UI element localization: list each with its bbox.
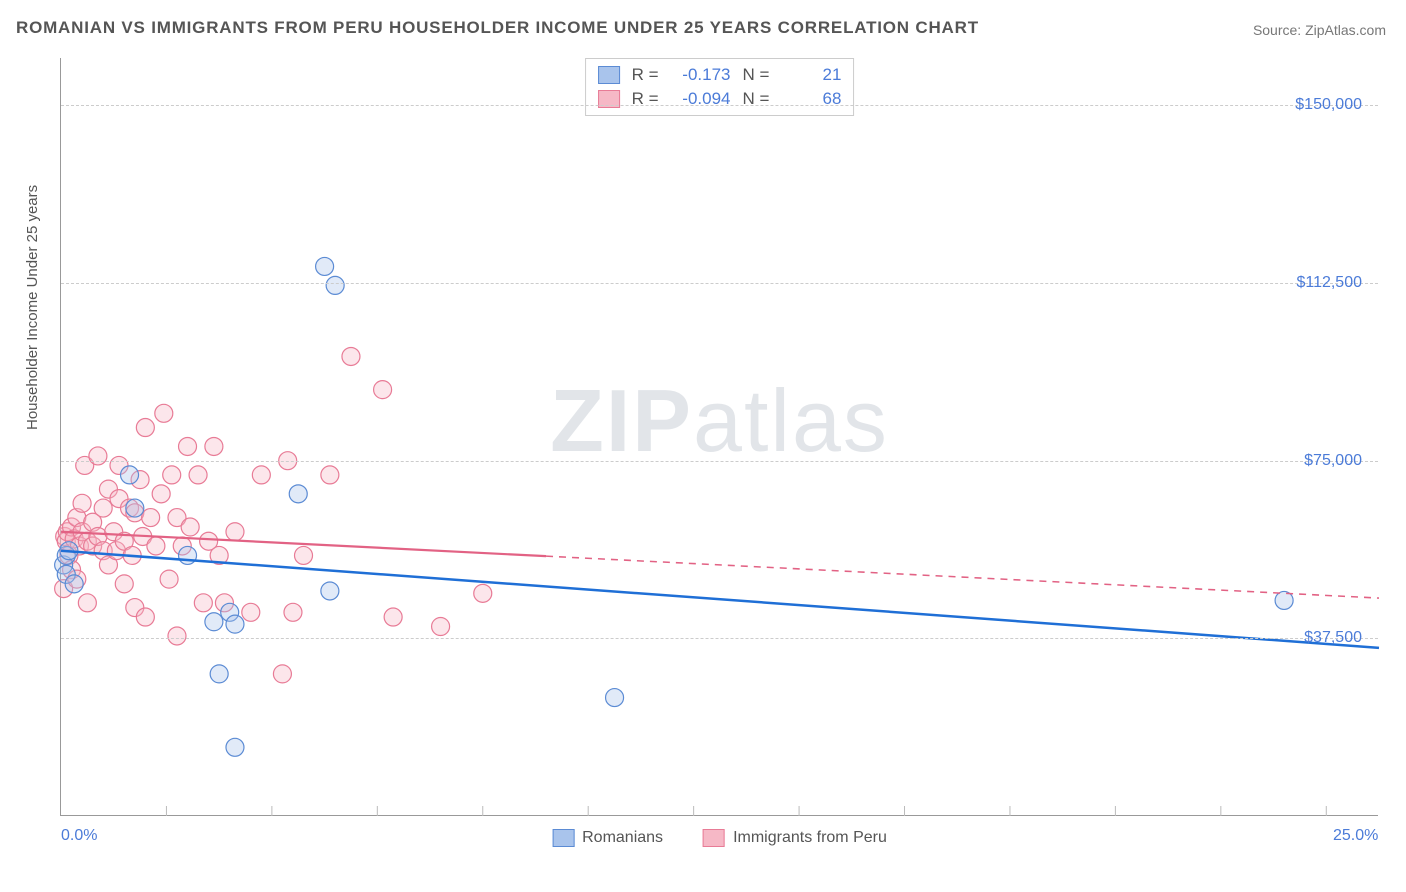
data-point [226,523,244,541]
y-axis-label: Householder Income Under 25 years [24,185,41,430]
data-point [78,594,96,612]
data-point [606,689,624,707]
data-point [432,618,450,636]
data-point [474,584,492,602]
data-point [316,257,334,275]
data-point [160,570,178,588]
data-point [210,665,228,683]
legend-label-1: Immigrants from Peru [733,829,887,847]
data-point [168,627,186,645]
data-point [121,466,139,484]
y-tick-label: $37,500 [1304,629,1370,647]
series-legend: Romanians Immigrants from Peru [552,829,887,847]
chart-title: ROMANIAN VS IMMIGRANTS FROM PERU HOUSEHO… [16,18,979,38]
data-point [152,485,170,503]
data-point [273,665,291,683]
chart-svg [61,58,1378,815]
data-point [181,518,199,536]
y-tick-label: $112,500 [1296,274,1370,292]
x-tick-label: 0.0% [61,827,97,845]
data-point [226,615,244,633]
data-point [284,603,302,621]
source-prefix: Source: [1253,22,1305,38]
gridline-h [61,105,1378,106]
data-point [136,419,154,437]
legend-swatch-0 [552,829,574,847]
data-point [289,485,307,503]
gridline-h [61,638,1378,639]
data-point [374,381,392,399]
data-point [94,499,112,517]
data-point [226,738,244,756]
data-point [321,582,339,600]
data-point [326,276,344,294]
y-tick-label: $150,000 [1295,96,1370,114]
data-point [155,404,173,422]
data-point [384,608,402,626]
y-tick-label: $75,000 [1304,452,1370,470]
data-point [142,509,160,527]
data-point [252,466,270,484]
data-point [295,546,313,564]
data-point [89,447,107,465]
data-point [205,613,223,631]
source-link[interactable]: ZipAtlas.com [1305,22,1386,38]
data-point [126,499,144,517]
trend-line-extrapolated [546,556,1379,598]
data-point [73,494,91,512]
source-credit: Source: ZipAtlas.com [1253,22,1386,38]
legend-item-0: Romanians [552,829,663,847]
legend-label-0: Romanians [582,829,663,847]
gridline-h [61,283,1378,284]
data-point [136,608,154,626]
data-point [115,575,133,593]
data-point [321,466,339,484]
legend-swatch-1 [703,829,725,847]
data-point [342,347,360,365]
data-point [194,594,212,612]
plot-area: ZIPatlas R = -0.173 N = 21 R = -0.094 N … [60,58,1378,816]
x-tick-label: 25.0% [1333,827,1378,845]
data-point [163,466,181,484]
data-point [65,575,83,593]
legend-item-1: Immigrants from Peru [703,829,887,847]
data-point [242,603,260,621]
data-point [147,537,165,555]
data-point [205,437,223,455]
data-point [189,466,207,484]
data-point [179,437,197,455]
gridline-h [61,461,1378,462]
